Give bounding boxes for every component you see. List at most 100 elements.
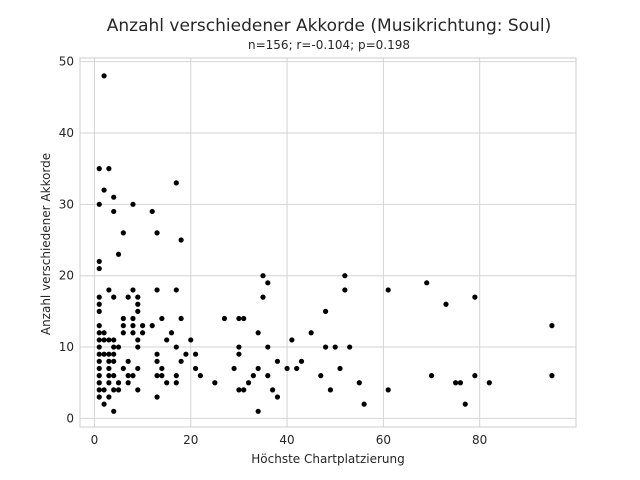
chart-subtitle: n=156; r=-0.104; p=0.198 <box>248 38 410 52</box>
data-point <box>96 166 102 172</box>
data-point <box>241 387 247 393</box>
data-point <box>188 337 194 343</box>
data-point <box>308 330 314 336</box>
data-point <box>221 315 228 322</box>
x-tick-label: 80 <box>472 433 487 447</box>
chart-title: Anzahl verschiedener Akkorde (Musikricht… <box>107 16 551 36</box>
data-point <box>96 380 102 386</box>
data-point <box>245 380 252 386</box>
data-point <box>96 265 102 272</box>
data-point <box>106 394 112 400</box>
data-point <box>135 365 141 372</box>
data-point <box>486 380 492 386</box>
data-point <box>241 315 247 322</box>
data-point <box>101 330 107 336</box>
data-point <box>96 301 102 307</box>
data-point <box>356 380 362 386</box>
data-point <box>135 308 141 314</box>
data-point <box>96 330 102 336</box>
data-point <box>130 330 136 336</box>
data-point <box>101 387 107 393</box>
data-point <box>164 337 170 343</box>
data-point <box>111 351 117 357</box>
data-point <box>549 323 555 329</box>
data-point <box>250 373 256 379</box>
data-point <box>270 387 276 393</box>
data-point <box>125 380 131 386</box>
data-point <box>125 294 131 300</box>
data-point <box>332 344 338 350</box>
data-point <box>289 337 295 343</box>
y-axis-label: Anzahl verschiedener Akkorde <box>39 153 53 335</box>
data-point <box>342 273 348 279</box>
data-point <box>106 373 112 379</box>
data-point <box>178 358 184 364</box>
data-point <box>111 344 117 350</box>
data-point <box>236 315 242 322</box>
x-axis-label: Höchste Chartplatzierung <box>251 452 405 466</box>
data-point <box>154 373 160 379</box>
data-point <box>453 380 459 386</box>
data-point <box>443 301 449 307</box>
data-point <box>115 380 122 386</box>
x-tick-label: 20 <box>183 433 198 447</box>
data-point <box>111 408 117 414</box>
data-point <box>101 351 107 357</box>
data-point <box>361 401 367 407</box>
data-point <box>192 351 199 357</box>
data-point <box>164 380 170 386</box>
data-point <box>159 373 165 379</box>
data-point <box>322 344 329 350</box>
data-point <box>173 180 179 186</box>
data-point <box>154 287 160 293</box>
data-point <box>96 387 102 393</box>
data-point <box>106 351 112 357</box>
data-point <box>106 337 112 343</box>
data-point <box>120 230 126 236</box>
data-point <box>192 365 199 372</box>
data-point <box>130 315 136 322</box>
data-point <box>173 380 179 386</box>
grid-lines <box>80 58 576 427</box>
data-point <box>111 387 117 393</box>
data-point <box>159 365 165 372</box>
data-point <box>385 287 391 293</box>
data-point <box>96 337 102 343</box>
data-point <box>101 401 107 407</box>
y-tick-label: 10 <box>59 340 74 354</box>
data-point <box>125 373 131 379</box>
data-point <box>96 365 102 372</box>
data-point <box>135 337 141 343</box>
data-point <box>106 365 112 372</box>
data-point <box>342 287 348 293</box>
data-point <box>125 358 131 364</box>
data-point <box>96 358 102 364</box>
data-point <box>149 208 155 215</box>
data-point <box>106 166 112 172</box>
data-point <box>472 294 478 300</box>
data-point <box>135 294 141 300</box>
data-point <box>337 365 343 372</box>
data-point <box>173 344 179 350</box>
data-point <box>236 351 242 357</box>
data-point <box>120 330 126 336</box>
y-tick-label: 20 <box>59 269 74 283</box>
data-point <box>347 344 353 350</box>
data-point <box>115 387 122 393</box>
data-point <box>96 201 102 207</box>
data-point <box>265 344 271 350</box>
data-point <box>96 323 102 329</box>
data-points <box>96 73 555 414</box>
data-point <box>130 287 136 293</box>
data-point <box>96 258 102 265</box>
data-point <box>101 337 107 343</box>
data-point <box>106 358 112 364</box>
data-point <box>106 380 112 386</box>
data-point <box>265 280 271 286</box>
data-point <box>120 365 126 372</box>
data-point <box>149 323 155 329</box>
data-point <box>140 323 146 329</box>
data-point <box>173 373 179 379</box>
x-tick-label: 60 <box>376 433 391 447</box>
